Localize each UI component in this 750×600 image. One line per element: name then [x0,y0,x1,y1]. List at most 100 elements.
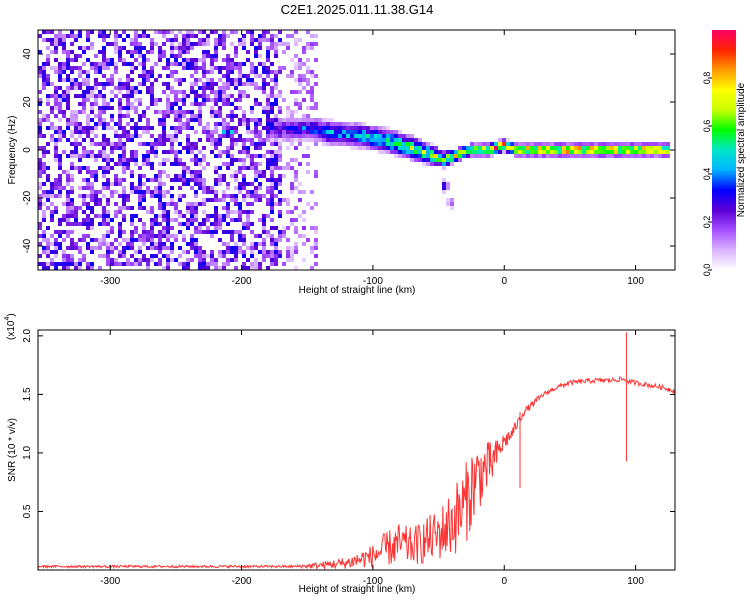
spectrogram-cell [90,138,94,142]
spectrogram-cell [86,90,90,94]
spectrogram-cell [86,38,90,42]
spectrogram-cell [74,86,78,90]
spectrogram-cell [422,154,426,158]
spectrogram-cell [262,86,266,90]
spectrogram-cell [126,106,130,110]
spectrogram-cell [162,150,166,154]
spectrogram-cell [434,150,438,154]
spectrogram-cell [198,170,202,174]
spectrogram-cell [214,210,218,214]
spectrogram-cell [166,158,170,162]
spectrogram-cell [170,234,174,238]
spectrogram-cell [426,154,430,158]
spectrogram-cell [46,114,50,118]
spectrogram-cell [38,122,42,126]
spectrogram-cell [322,126,326,130]
spectrogram-cell [310,42,314,46]
spectrogram-cell [414,142,418,146]
spectrogram-cell [146,234,150,238]
spectrogram-cell [114,190,118,194]
spectrogram-cell [174,150,178,154]
spectrogram-cell [126,206,130,210]
spectrogram-cell [206,122,210,126]
spectrogram-cell [214,258,218,262]
spectrogram-cell [130,42,134,46]
spectrogram-cell [158,54,162,58]
spectrogram-cell [446,198,450,202]
spectrogram-cell [302,210,306,214]
spectrogram-cell [166,214,170,218]
spectrogram-cell [214,130,218,134]
spectrogram-cell [234,186,238,190]
spectrogram-cell [278,238,282,242]
spectrogram-cell [70,210,74,214]
spectrogram-cell [234,126,238,130]
spectrogram-cell [446,158,450,162]
spectrogram-cell [242,194,246,198]
spectrogram-cell [110,150,114,154]
spectrogram-cell [38,98,42,102]
spectrogram-cell [58,74,62,78]
spectrogram-cell [58,218,62,222]
spectrogram-cell [254,38,258,42]
spectrogram-cell [98,246,102,250]
spectrogram-cell [454,150,458,154]
spectrogram-cell [210,258,214,262]
spectrogram-cell [42,234,46,238]
spectrogram-cell [122,154,126,158]
spectrogram-cell [46,142,50,146]
spectrogram-cell [286,114,290,118]
spectrogram-cell [190,150,194,154]
spectrogram-cell [326,138,330,142]
spectrogram-cell [622,154,626,158]
spectrogram-cell [662,154,666,158]
spectrogram-cell [50,262,54,266]
spectrogram-cell [294,30,298,34]
spectrogram-cell [342,134,346,138]
spectrogram-cell [202,42,206,46]
spectrogram-cell [250,254,254,258]
spectrogram-cell [54,150,58,154]
spectrogram-cell [102,218,106,222]
spectrogram-cell [190,90,194,94]
spectrogram-cell [550,146,554,150]
spectrogram-cell [126,78,130,82]
spectrogram-cell [74,34,78,38]
spectrogram-cell [54,154,58,158]
spectrogram-cell [242,150,246,154]
spectrogram-cell [222,242,226,246]
spectrogram-cell [246,202,250,206]
spectrogram-cell [50,30,54,34]
spectrogram-cell [650,150,654,154]
spectrogram-cell [194,90,198,94]
spectrogram-cell [626,146,630,150]
spectrogram-cell [270,178,274,182]
spectrogram-cell [542,154,546,158]
spectrogram-cell [130,214,134,218]
spectrogram-cell [334,134,338,138]
spectrogram-cell [226,62,230,66]
spectrogram-cell [266,94,270,98]
spectrogram-cell [234,258,238,262]
spectrogram-cell [166,222,170,226]
spectrogram-cell [278,250,282,254]
spectrogram-cell [270,190,274,194]
snr-y-tick-label: 0.5 [22,504,33,518]
spectrogram-cell [114,38,118,42]
spectrogram-cell [638,154,642,158]
spectrogram-cell [174,134,178,138]
spectrogram-cell [218,218,222,222]
spectrogram-cell [162,82,166,86]
spectrogram-cell [226,94,230,98]
spectrogram-cell [294,78,298,82]
spectrogram-cell [266,74,270,78]
spectrogram-cell [254,234,258,238]
spectrogram-cell [386,150,390,154]
spectrogram-cell [150,82,154,86]
spectrogram-cell [406,142,410,146]
spectrogram-cell [422,158,426,162]
spectrogram-cell [654,146,658,150]
spectrogram-cell [126,86,130,90]
spectrogram-cell [518,150,522,154]
spectrogram-cell [74,166,78,170]
